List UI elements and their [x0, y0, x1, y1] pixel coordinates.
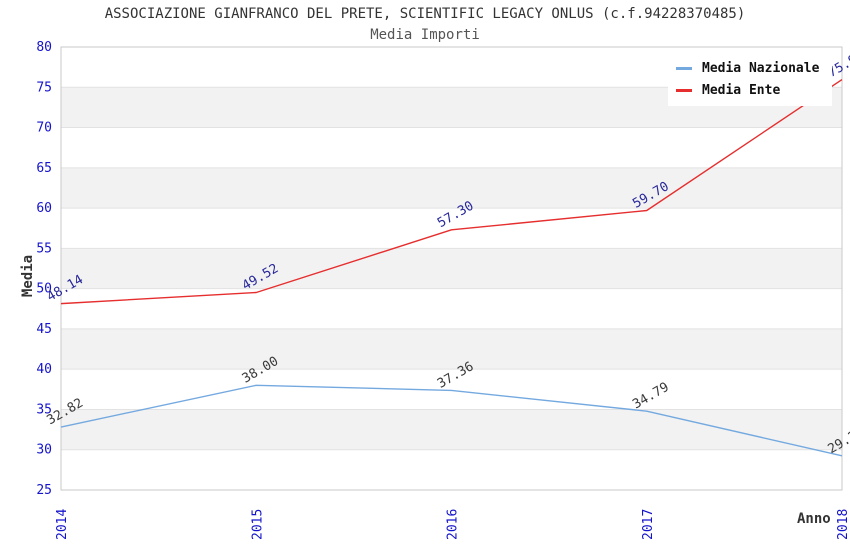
plot-band [61, 449, 842, 490]
x-tick-label: 2016 [446, 509, 461, 540]
plot-band [61, 127, 842, 168]
y-tick-label: 30 [36, 443, 52, 458]
x-tick-label: 2014 [55, 509, 70, 540]
y-tick-label: 60 [36, 201, 52, 216]
chart-subtitle: Media Importi [370, 27, 480, 43]
legend-item-media-nazionale: Media Nazionale [676, 61, 826, 76]
legend-swatch-media-ente [676, 89, 692, 92]
y-tick-label: 75 [36, 80, 52, 95]
series-line-media-nazionale [60, 384, 843, 457]
plot-band [61, 409, 842, 450]
y-axis-title: Media [20, 254, 36, 298]
legend-swatch-media-nazionale [676, 67, 692, 70]
legend-label-media-nazionale: Media Nazionale [702, 61, 820, 76]
y-tick-label: 25 [36, 483, 52, 498]
plot-border [60, 46, 843, 491]
plot-band [61, 208, 842, 249]
y-tick-label: 70 [36, 121, 52, 136]
x-tick-label: 2018 [836, 509, 850, 540]
plot-band [61, 369, 842, 410]
legend-label-media-ente: Media Ente [702, 83, 781, 98]
plot-band [61, 288, 842, 329]
plot-band [61, 328, 842, 370]
legend-item-media-ente: Media Ente [676, 83, 826, 98]
chart-legend: Media Nazionale Media Ente [668, 55, 832, 106]
y-tick-label: 65 [36, 161, 52, 176]
y-tick-label: 45 [36, 322, 52, 337]
x-tick-label: 2017 [641, 509, 656, 540]
y-tick-label: 35 [36, 402, 52, 417]
x-axis-title: Anno [797, 511, 831, 527]
series-line-media-ente [60, 78, 843, 305]
chart-title: ASSOCIAZIONE GIANFRANCO DEL PRETE, SCIEN… [104, 6, 746, 22]
y-tick-label: 40 [36, 362, 52, 377]
y-tick-label: 80 [36, 40, 52, 55]
x-tick-label: 2015 [250, 509, 265, 540]
plot-band [61, 248, 842, 289]
plot-band [61, 167, 842, 209]
y-tick-label: 55 [36, 241, 52, 256]
y-tick-label: 50 [36, 282, 52, 297]
